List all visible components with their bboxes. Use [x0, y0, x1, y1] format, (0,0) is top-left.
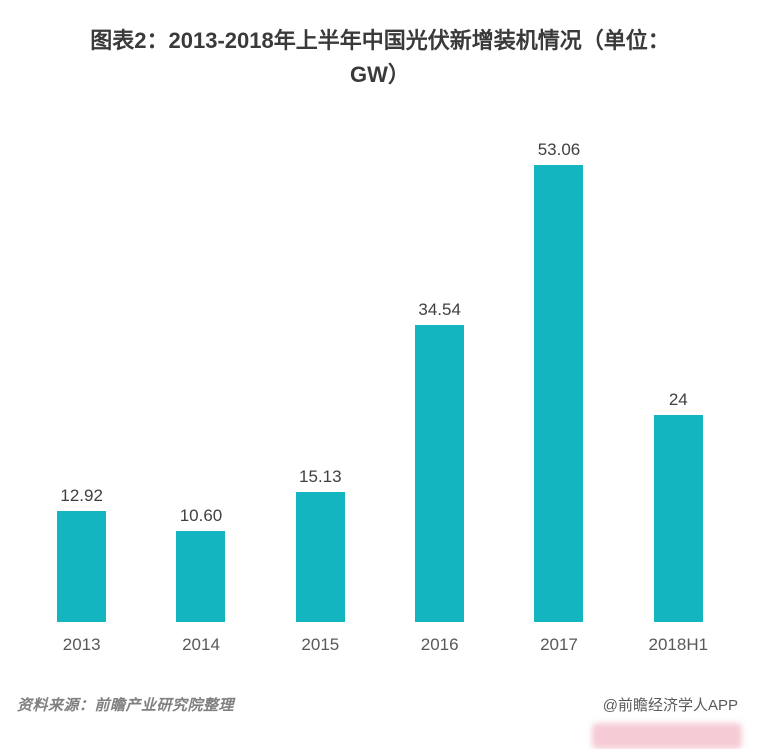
bar [534, 165, 584, 622]
chart-title: 图表2：2013-2018年上半年中国光伏新增装机情况（单位： GW） [30, 24, 730, 92]
x-axis-label: 2014 [182, 635, 220, 654]
bar-column: 24 2018H1 [619, 140, 738, 662]
x-axis-label: 2015 [301, 635, 340, 654]
bar-column: 10.60 2014 [141, 140, 260, 662]
bar-value-label: 12.92 [60, 486, 103, 505]
bar-value-label: 10.60 [179, 506, 223, 525]
bar-column: 53.06 2017 [499, 140, 618, 662]
bar-chart-plot-area: 12.92 2013 10.60 2014 15.13 2015 34.54 2016 53.0… [22, 140, 738, 662]
x-axis-label: 2018H1 [648, 635, 709, 654]
credit-note: @前瞻经济学人APP [602, 697, 738, 714]
source-note: 资料来源：前瞻产业研究院整理 [17, 697, 235, 714]
x-axis-label: 2016 [420, 635, 459, 654]
x-axis-label: 2017 [540, 635, 578, 654]
bar [653, 415, 703, 622]
bar [295, 492, 345, 622]
bar-value-label: 24 [668, 390, 688, 409]
x-axis-label: 2013 [62, 635, 101, 654]
bar-value-label: 53.06 [537, 140, 581, 159]
bar [57, 511, 107, 622]
bar-column: 34.54 2016 [380, 140, 499, 662]
bar-column: 12.92 2013 [22, 140, 141, 662]
chart-title-line2: GW） [350, 62, 410, 87]
bar-column: 15.13 2015 [261, 140, 380, 662]
bar [176, 531, 226, 622]
bar [415, 325, 465, 622]
bar-value-label: 15.13 [299, 467, 342, 486]
watermark [592, 723, 742, 749]
bar-value-label: 34.54 [418, 300, 461, 319]
chart-title-line1: 图表2：2013-2018年上半年中国光伏新增装机情况（单位： [90, 28, 670, 53]
